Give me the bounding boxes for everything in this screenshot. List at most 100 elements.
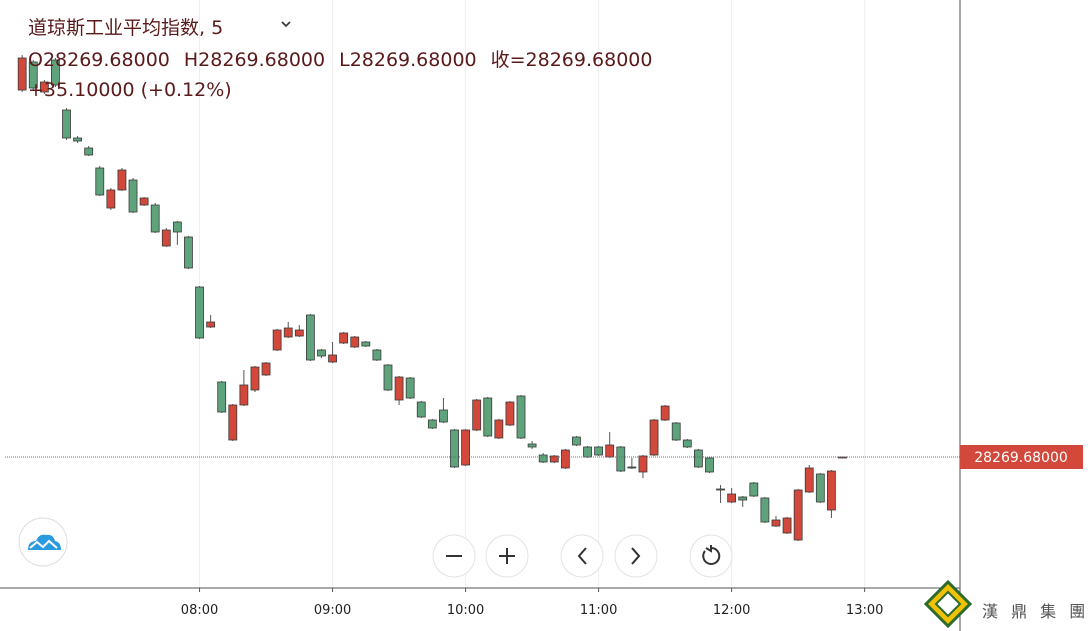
last-price-box	[960, 445, 1083, 469]
reset-button[interactable]	[689, 534, 733, 578]
candle-body	[583, 446, 592, 458]
candle	[727, 488, 737, 503]
title-chevron[interactable]	[281, 21, 291, 28]
candle-body	[95, 167, 105, 196]
candle-body	[793, 489, 803, 541]
candle-body	[716, 488, 725, 491]
candle-body	[150, 204, 160, 233]
candle-body	[117, 169, 127, 191]
candle	[693, 449, 703, 468]
candle-body	[195, 286, 204, 339]
scroll-left-button[interactable]	[560, 534, 604, 578]
candle-body	[804, 467, 814, 493]
x-tick-label: 12:00	[713, 603, 750, 618]
candle-body	[106, 189, 116, 209]
candle	[749, 482, 759, 497]
candle	[250, 366, 260, 392]
candle	[95, 166, 105, 196]
candle	[671, 422, 681, 441]
candle	[184, 236, 193, 269]
candle-body	[228, 404, 238, 441]
candle	[771, 516, 781, 527]
candle	[549, 455, 559, 463]
controls	[432, 534, 733, 578]
candle	[605, 432, 615, 458]
candle-body	[827, 470, 836, 511]
candle-body	[250, 366, 260, 391]
candle	[682, 439, 692, 448]
ohlc-legend: O28269.68000 H28269.68000 L28269.68000 收=28…	[28, 49, 652, 71]
candle	[272, 329, 282, 351]
candle	[283, 322, 293, 338]
plus-icon	[499, 548, 515, 564]
change-text: +35.10000 (+0.12%)	[28, 79, 232, 101]
candle-body	[172, 221, 182, 233]
candle-body	[815, 473, 825, 503]
candle-body	[693, 449, 703, 468]
candle	[516, 395, 526, 439]
candle	[705, 457, 714, 473]
candle	[106, 188, 116, 210]
candle	[649, 419, 659, 456]
candle-body	[372, 349, 382, 361]
candle	[317, 349, 326, 358]
candle	[616, 446, 626, 472]
candle-body	[727, 493, 737, 503]
candle-body	[350, 336, 360, 348]
candle	[594, 446, 604, 456]
candle	[416, 401, 426, 418]
candle-body	[605, 444, 615, 458]
last-price-label: 28269.68000	[974, 450, 1068, 466]
candle	[172, 221, 182, 245]
candle	[838, 456, 847, 459]
candle-body	[749, 482, 759, 497]
scroll-right-button[interactable]	[614, 534, 658, 578]
candle-body	[461, 429, 470, 466]
candle-body	[572, 436, 581, 446]
candle-body	[483, 397, 493, 437]
candle	[117, 168, 127, 191]
legend-close: 收=28269.68000	[491, 49, 653, 71]
candle-body	[771, 519, 781, 527]
candle-body	[161, 229, 171, 247]
candle	[505, 401, 515, 426]
candle	[538, 453, 548, 463]
candle	[73, 136, 82, 143]
candle-body	[505, 401, 515, 426]
candle	[383, 364, 393, 391]
candle-body	[339, 332, 349, 344]
candle-body	[184, 236, 193, 269]
x-tick-label: 08:00	[181, 603, 218, 618]
candle-body	[239, 384, 249, 406]
x-tick-label: 10:00	[447, 603, 484, 618]
candle	[206, 315, 216, 328]
candle	[627, 458, 637, 469]
candle	[339, 332, 349, 344]
candle-body	[261, 362, 271, 376]
candle	[84, 146, 94, 156]
candle-body	[394, 376, 404, 401]
candle-body	[305, 314, 315, 361]
right-icon	[631, 547, 641, 565]
watermark-text: 漢 鼎 集 團	[982, 602, 1089, 621]
candle-body	[317, 349, 326, 357]
candle	[328, 342, 337, 363]
candle	[738, 496, 748, 507]
candle-body	[51, 59, 60, 86]
candle	[560, 449, 570, 469]
candle-body	[17, 57, 27, 91]
candle-body	[660, 405, 670, 421]
candle-body	[73, 137, 82, 142]
candle-body	[439, 409, 448, 423]
legend-open: O28269.68000	[28, 49, 170, 71]
candle-body	[62, 109, 71, 139]
candle	[638, 455, 648, 478]
candle	[760, 497, 770, 523]
logo-badge[interactable]	[18, 517, 68, 567]
candle	[28, 60, 38, 90]
candle-body	[538, 454, 548, 463]
candle-body	[527, 443, 537, 448]
x-tick-label: 11:00	[580, 603, 617, 618]
candle	[782, 517, 792, 534]
